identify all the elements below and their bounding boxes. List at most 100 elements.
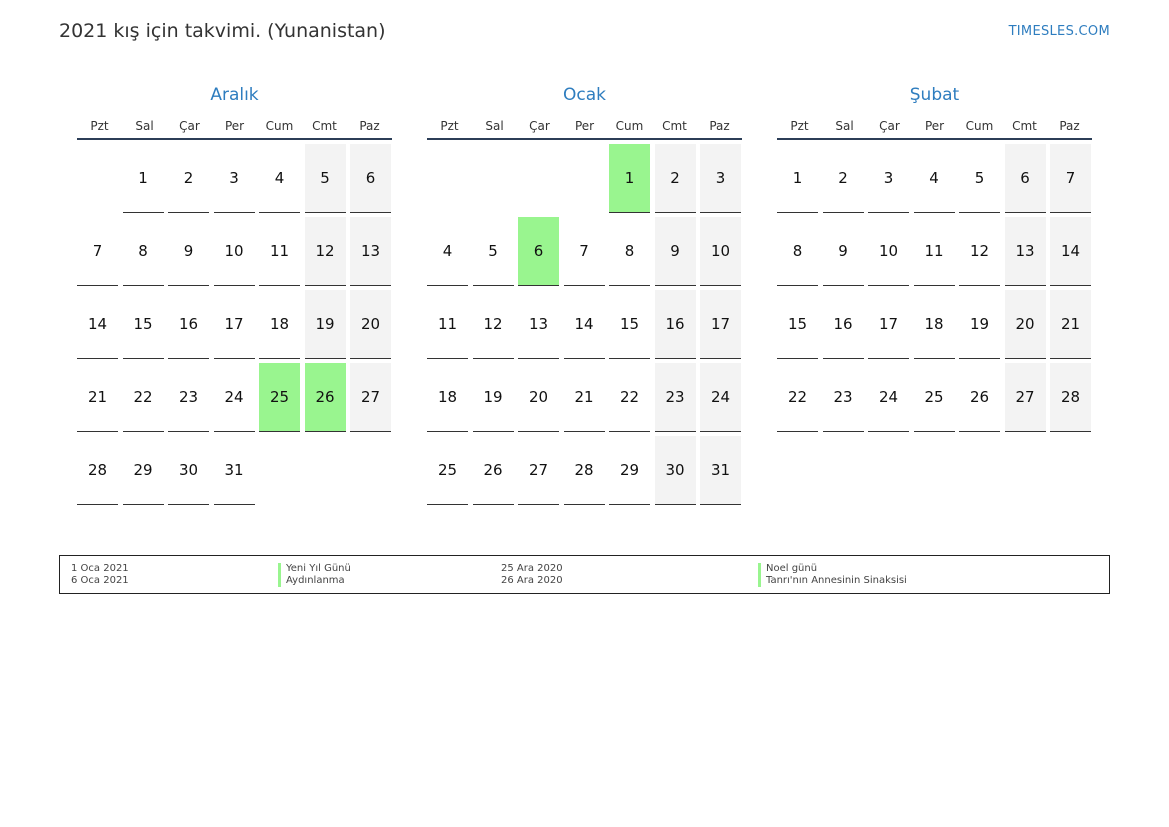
day-cell: 2	[654, 144, 696, 213]
day-cell: 23	[822, 363, 864, 432]
day-cell: 8	[122, 217, 164, 286]
day-cell: 13	[1004, 217, 1046, 286]
empty-day-cell	[473, 144, 514, 213]
day-cell: 22	[122, 363, 164, 432]
day-cell: 24	[868, 363, 909, 432]
day-cell: 17	[213, 290, 255, 359]
empty-day-cell	[564, 144, 605, 213]
empty-day-cell	[518, 144, 559, 213]
weekday-label: Paz	[1059, 119, 1080, 133]
day-cell: 26	[959, 363, 1000, 432]
page-title: 2021 kış için takvimi. (Yunanistan)	[59, 20, 386, 42]
day-cell: 6	[1004, 144, 1046, 213]
day-cell: 22	[777, 363, 818, 432]
day-cell: 12	[304, 217, 346, 286]
day-cell: 15	[609, 290, 650, 359]
day-cell: 25	[427, 436, 468, 505]
weekday-label: Cmt	[312, 119, 337, 133]
day-cell: 13	[518, 290, 559, 359]
site-link[interactable]: TIMESLES.COM	[1008, 24, 1110, 39]
day-cell: 30	[168, 436, 209, 505]
weekday-header: Pzt Sal Çar Per Cum Cmt Paz	[777, 116, 1092, 140]
day-cell: 21	[1050, 290, 1091, 359]
day-cell: 14	[563, 290, 605, 359]
day-cell: 5	[959, 144, 1000, 213]
day-cell: 11	[259, 217, 300, 286]
day-cell: 2	[822, 144, 864, 213]
day-cell: 27	[518, 436, 559, 505]
day-cell: 19	[304, 290, 346, 359]
day-cell: 28	[563, 436, 605, 505]
weekday-label: Pzt	[790, 119, 809, 133]
empty-day-cell	[427, 144, 468, 213]
holiday-day-cell: 6	[518, 217, 559, 286]
weekday-label: Per	[924, 119, 945, 133]
day-cell: 29	[122, 436, 164, 505]
day-cell: 5	[304, 144, 346, 213]
weekday-label: Sal	[485, 119, 504, 133]
day-cell: 7	[77, 217, 118, 286]
day-cell: 28	[77, 436, 118, 505]
day-cell: 29	[609, 436, 650, 505]
weekday-label: Çar	[879, 119, 900, 133]
day-cell: 23	[168, 363, 209, 432]
day-cell: 15	[777, 290, 818, 359]
month-title: Aralık	[210, 85, 259, 105]
day-cell: 13	[350, 217, 391, 286]
weekday-label: Cmt	[1012, 119, 1037, 133]
weekday-label: Sal	[835, 119, 854, 133]
weekday-label: Cmt	[662, 119, 687, 133]
holiday-legend: 1 Oca 2021 6 Oca 2021 Yeni Yıl Günü Aydı…	[59, 555, 1110, 594]
day-cell: 20	[1004, 290, 1046, 359]
day-cell: 21	[77, 363, 118, 432]
weekday-header: Pzt Sal Çar Per Cum Cmt Paz	[427, 116, 742, 140]
day-cell: 4	[913, 144, 955, 213]
day-cell: 19	[472, 363, 514, 432]
holiday-day-cell: 25	[259, 363, 300, 432]
day-cell: 18	[913, 290, 955, 359]
day-cell: 10	[700, 217, 741, 286]
holiday-name: Tanrı'nın Annesinin Sinaksisi	[758, 575, 907, 587]
holiday-day-cell: 26	[304, 363, 346, 432]
day-cell: 9	[822, 217, 864, 286]
weekday-label: Paz	[709, 119, 730, 133]
day-cell: 15	[122, 290, 164, 359]
weekday-label: Çar	[529, 119, 550, 133]
day-cell: 17	[868, 290, 909, 359]
day-cell: 8	[609, 217, 650, 286]
day-cell: 20	[350, 290, 391, 359]
day-cell: 16	[654, 290, 696, 359]
day-cell: 21	[563, 363, 605, 432]
day-cell: 10	[213, 217, 255, 286]
holiday-date: 25 Ara 2020	[501, 563, 563, 574]
day-cell: 27	[1004, 363, 1046, 432]
day-cell: 9	[168, 217, 209, 286]
day-cell: 11	[913, 217, 955, 286]
day-cell: 1	[122, 144, 164, 213]
weekday-label: Sal	[135, 119, 154, 133]
weekday-label: Cum	[615, 119, 644, 133]
holiday-date: 6 Oca 2021	[71, 575, 129, 586]
day-cell: 14	[77, 290, 118, 359]
holiday-name: Yeni Yıl Günü	[278, 563, 351, 575]
day-cell: 19	[959, 290, 1000, 359]
day-cell: 18	[427, 363, 468, 432]
day-cell: 31	[213, 436, 255, 505]
day-cell: 22	[609, 363, 650, 432]
day-cell: 6	[350, 144, 391, 213]
day-cell: 25	[913, 363, 955, 432]
day-cell: 23	[654, 363, 696, 432]
weekday-header: Pzt Sal Çar Per Cum Cmt Paz	[77, 116, 392, 140]
day-cell: 31	[700, 436, 741, 505]
day-cell: 4	[427, 217, 468, 286]
day-cell: 5	[472, 217, 514, 286]
holiday-name: Aydınlanma	[278, 575, 345, 587]
day-cell: 30	[654, 436, 696, 505]
empty-day-cell	[77, 144, 118, 213]
day-cell: 16	[822, 290, 864, 359]
day-cell: 17	[700, 290, 741, 359]
weekday-label: Per	[574, 119, 595, 133]
